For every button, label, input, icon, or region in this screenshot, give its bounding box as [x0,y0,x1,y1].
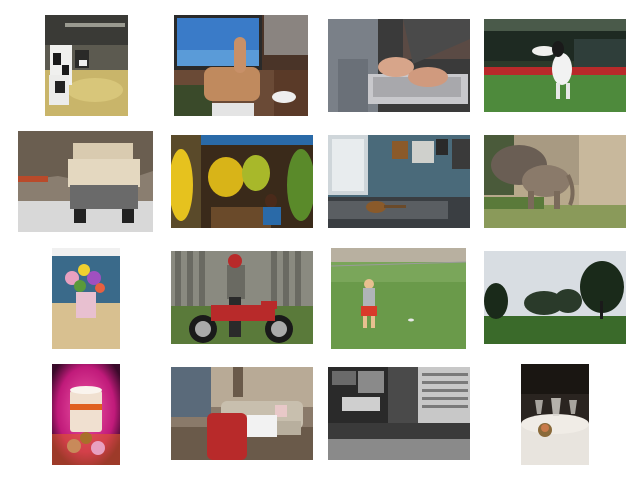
cows-in-barn-image [45,15,128,116]
thumbnail-living-room-sofa[interactable] [171,367,313,460]
living-room-sofa-image [171,367,313,460]
thumbs-up-at-computer-image [174,15,308,116]
thumbnail-cows-in-barn[interactable] [45,15,128,116]
thumbnail-bedroom-with-guitar[interactable] [328,135,470,228]
thumbnail-banana-vendor[interactable] [171,135,313,228]
elephants-image [484,135,626,228]
thumbnail-crowd-city-street[interactable] [328,367,470,460]
coffee-cup-and-donuts-image [52,364,120,465]
thumbnail-man-with-motorcycle[interactable] [171,251,313,344]
thumbnail-coffee-cup-and-donuts[interactable] [52,364,120,465]
thumbnail-dog-catching-frisbee[interactable] [484,19,626,112]
banana-vendor-image [171,135,313,228]
typing-on-laptop-image [328,19,470,112]
thumbnail-park-with-trees[interactable] [484,251,626,344]
thumbnail-child-on-grass[interactable] [331,248,466,349]
thumbnail-thumbs-up-at-computer[interactable] [174,15,308,116]
table-setting-glasses-image [521,364,589,465]
flower-vase-on-table-image [52,248,120,349]
man-with-motorcycle-image [171,251,313,344]
child-on-grass-image [331,248,466,349]
park-with-trees-image [484,251,626,344]
dog-catching-frisbee-image [484,19,626,112]
thumbnail-elephants[interactable] [484,135,626,228]
truck-with-sacks-image [18,131,153,232]
thumbnail-flower-vase-on-table[interactable] [52,248,120,349]
bedroom-with-guitar-image [328,135,470,228]
crowd-city-street-image [328,367,470,460]
thumbnail-truck-with-sacks[interactable] [18,131,153,232]
thumbnail-table-setting-glasses[interactable] [521,364,589,465]
thumbnail-typing-on-laptop[interactable] [328,19,470,112]
